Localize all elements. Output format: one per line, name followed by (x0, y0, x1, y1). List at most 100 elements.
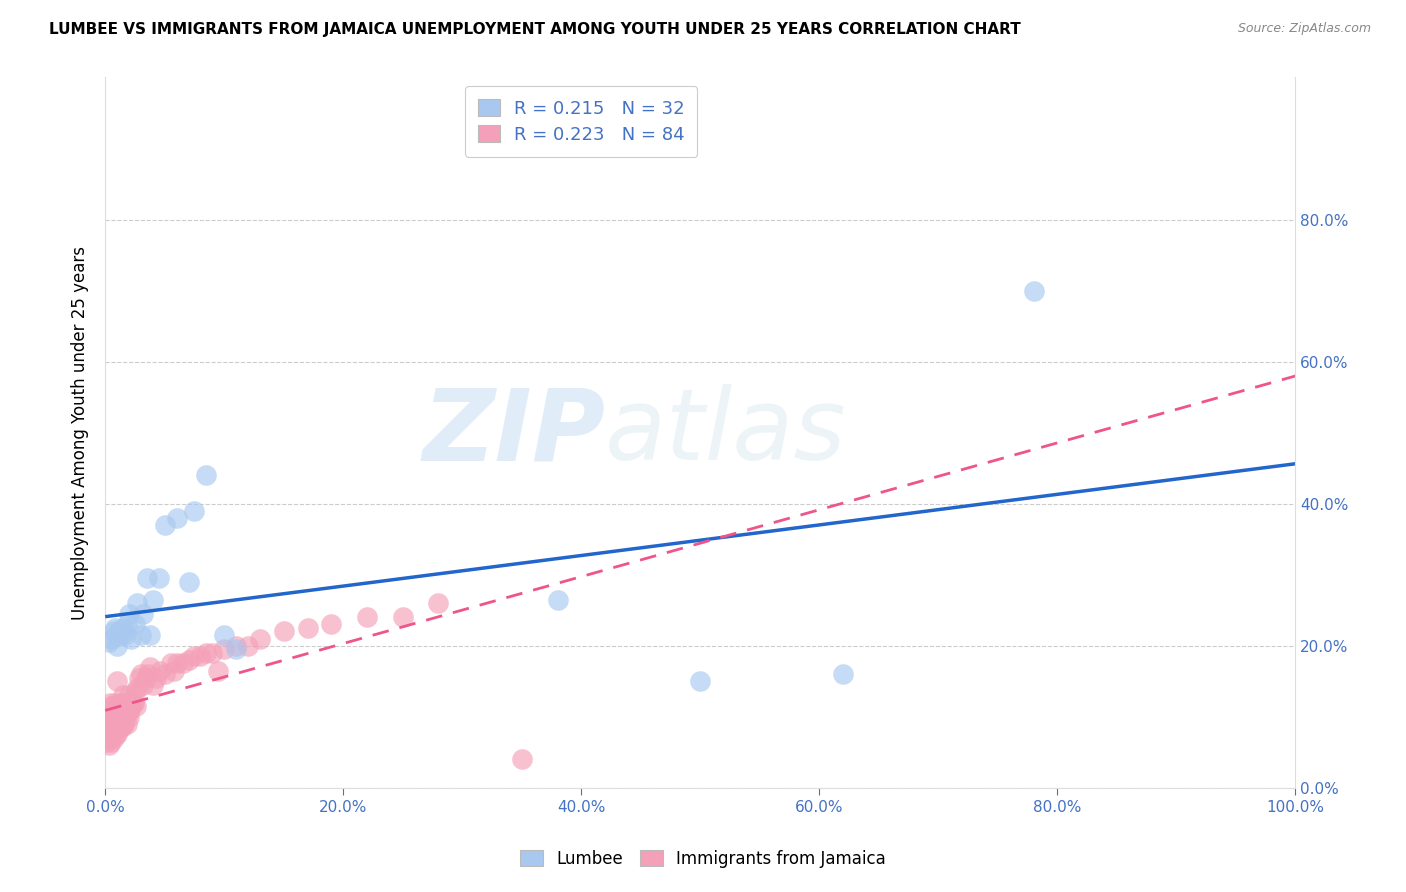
Point (104, 706, 127, 721)
Point (132, 607, 155, 621)
Point (96, 734, 118, 748)
Point (114, 628, 136, 642)
Point (427, 596, 450, 610)
Point (128, 671, 150, 685)
Point (832, 667, 855, 681)
Point (97, 703, 120, 717)
Point (391, 610, 413, 624)
Point (103, 716, 125, 731)
Point (135, 671, 157, 685)
Point (104, 710, 127, 724)
Point (98, 731, 121, 745)
Point (195, 468, 218, 483)
Point (183, 649, 205, 664)
Point (236, 639, 259, 653)
Point (110, 628, 132, 642)
Point (177, 653, 200, 667)
Point (183, 504, 205, 518)
Point (153, 667, 176, 681)
Y-axis label: Unemployment Among Youth under 25 years: Unemployment Among Youth under 25 years (72, 245, 89, 620)
Point (100, 706, 122, 721)
Text: Source: ZipAtlas.com: Source: ZipAtlas.com (1237, 22, 1371, 36)
Point (121, 696, 143, 710)
Point (97, 706, 120, 721)
Point (132, 678, 155, 692)
Point (212, 642, 235, 657)
Point (127, 596, 149, 610)
Point (108, 624, 131, 639)
Point (177, 574, 200, 589)
Point (117, 706, 139, 721)
Point (120, 703, 142, 717)
Point (107, 706, 129, 721)
Point (159, 657, 181, 671)
Point (104, 723, 127, 738)
Text: ZIP: ZIP (422, 384, 605, 481)
Point (124, 617, 146, 632)
Point (105, 639, 128, 653)
Point (105, 727, 128, 741)
Point (249, 632, 271, 646)
Point (97, 635, 120, 649)
Point (1022, 284, 1045, 298)
Point (297, 621, 319, 635)
Point (145, 671, 167, 685)
Point (104, 696, 127, 710)
Point (321, 617, 343, 632)
Point (142, 592, 165, 607)
Point (212, 628, 235, 642)
Point (97, 727, 120, 741)
Point (135, 571, 157, 585)
Point (120, 699, 142, 714)
Text: LUMBEE VS IMMIGRANTS FROM JAMAICA UNEMPLOYMENT AMONG YOUTH UNDER 25 YEARS CORREL: LUMBEE VS IMMIGRANTS FROM JAMAICA UNEMPL… (49, 22, 1021, 37)
Point (114, 706, 136, 721)
Point (547, 592, 569, 607)
Point (115, 716, 138, 731)
Point (105, 699, 128, 714)
Point (98, 696, 121, 710)
Point (97, 738, 120, 752)
Point (172, 657, 194, 671)
Point (225, 639, 247, 653)
Point (356, 610, 378, 624)
Point (148, 571, 170, 585)
Point (120, 632, 142, 646)
Point (100, 734, 122, 748)
Point (125, 699, 148, 714)
Point (112, 716, 135, 731)
Point (111, 699, 134, 714)
Point (273, 624, 295, 639)
Point (110, 720, 132, 734)
Point (101, 716, 124, 731)
Point (112, 696, 135, 710)
Point (118, 689, 141, 703)
Point (105, 713, 128, 727)
Point (190, 649, 212, 664)
Point (510, 752, 533, 766)
Point (112, 621, 135, 635)
Point (104, 621, 127, 635)
Point (100, 632, 122, 646)
Point (115, 696, 138, 710)
Point (108, 716, 131, 731)
Point (110, 706, 132, 721)
Point (201, 646, 224, 660)
Point (111, 720, 134, 734)
Point (225, 642, 247, 657)
Point (689, 674, 711, 689)
Point (101, 699, 124, 714)
Point (103, 731, 125, 745)
Point (96, 713, 118, 727)
Point (112, 716, 135, 731)
Point (139, 660, 162, 674)
Point (103, 624, 125, 639)
Point (142, 678, 165, 692)
Legend: R = 0.215   N = 32, R = 0.223   N = 84: R = 0.215 N = 32, R = 0.223 N = 84 (465, 87, 697, 157)
Point (139, 628, 162, 642)
Point (118, 710, 141, 724)
Point (127, 681, 149, 696)
Point (129, 628, 152, 642)
Point (124, 685, 146, 699)
Point (112, 689, 135, 703)
Point (101, 727, 124, 741)
